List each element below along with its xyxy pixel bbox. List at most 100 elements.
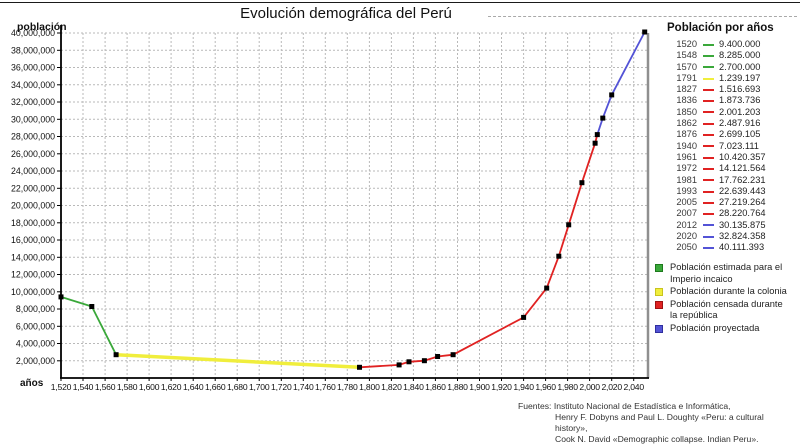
- svg-text:1,740: 1,740: [293, 382, 314, 392]
- source-line: Cook N. David «Demographic collapse. Ind…: [555, 434, 759, 444]
- legend-item: Población estimada para el Imperio incai…: [653, 262, 795, 285]
- svg-text:16,000,000: 16,000,000: [11, 235, 55, 245]
- row-value: 2.699.105: [719, 129, 761, 140]
- svg-text:1,800: 1,800: [359, 382, 380, 392]
- row-color-dash-icon: [703, 88, 714, 91]
- svg-text:1,840: 1,840: [403, 382, 424, 392]
- row-year: 1850: [676, 106, 697, 117]
- legend-swatch-icon: [655, 288, 663, 297]
- svg-text:1,720: 1,720: [271, 382, 292, 392]
- row-value: 2.001.203: [719, 106, 761, 117]
- svg-text:2,000,000: 2,000,000: [16, 356, 55, 366]
- table-row: 2020 32.824.358: [669, 231, 798, 242]
- row-color-dash-icon: [703, 224, 714, 227]
- row-year: 1570: [676, 61, 697, 72]
- row-color-dash-icon: [703, 167, 714, 170]
- table-row: 1876 2.699.105: [669, 129, 798, 140]
- row-value: 30.135.875: [719, 219, 766, 230]
- row-color-dash-icon: [703, 235, 714, 238]
- svg-text:1,560: 1,560: [95, 382, 116, 392]
- svg-text:26,000,000: 26,000,000: [11, 149, 55, 159]
- legend-label: Población estimada para el Imperio incai…: [670, 262, 783, 284]
- legend-label: Población proyectada: [670, 322, 760, 333]
- svg-text:22,000,000: 22,000,000: [11, 183, 55, 193]
- row-value: 8.285.000: [719, 50, 761, 61]
- row-value: 10.420.357: [719, 151, 766, 162]
- row-color-dash-icon: [703, 134, 714, 137]
- row-value: 2.700.000: [719, 61, 761, 72]
- svg-text:1,620: 1,620: [161, 382, 182, 392]
- svg-text:38,000,000: 38,000,000: [11, 45, 55, 55]
- table-row: 2050 40.111.393: [669, 242, 798, 253]
- svg-text:1,520: 1,520: [51, 382, 72, 392]
- legend-item: Población censada durante la república: [653, 299, 795, 322]
- table-rows: 1520 9.400.000 1548 8.285.000 1570 2.700.000 1…: [653, 39, 798, 254]
- source-line: Fuentes: Instituto Nacional de Estadísti…: [518, 401, 731, 411]
- svg-text:10,000,000: 10,000,000: [11, 287, 55, 297]
- chart-title: Evolución demográfica del Perú: [240, 5, 452, 22]
- svg-text:1,760: 1,760: [315, 382, 336, 392]
- population-by-year-table: Población por años 1520 9.400.000 1548 8.28…: [653, 20, 798, 254]
- table-header: Población por años: [667, 22, 774, 34]
- table-row: 1836 1.873.736: [669, 95, 798, 106]
- svg-text:40,000,000: 40,000,000: [11, 28, 55, 38]
- row-color-dash-icon: [703, 111, 714, 114]
- row-color-dash-icon: [703, 179, 714, 182]
- table-row: 1791 1.239.197: [669, 73, 798, 84]
- row-color-dash-icon: [703, 201, 714, 204]
- population-line-chart: 2,000,000 4,000,000 6,000,000 8,000,000 10,0…: [11, 25, 650, 392]
- table-row: 1981 17.762.231: [669, 175, 798, 186]
- svg-text:1,940: 1,940: [513, 382, 534, 392]
- chart-legend: Población estimada para el Imperio incai…: [653, 262, 795, 336]
- svg-text:30,000,000: 30,000,000: [11, 114, 55, 124]
- row-value: 1.873.736: [719, 95, 761, 106]
- legend-label: Población durante la colonia: [670, 286, 787, 297]
- row-year: 1940: [676, 140, 697, 151]
- svg-text:1,600: 1,600: [139, 382, 160, 392]
- row-year: 2012: [676, 219, 697, 230]
- row-value: 7.023.111: [719, 140, 759, 151]
- row-value: 28.220.764: [719, 208, 766, 219]
- svg-text:1,820: 1,820: [381, 382, 402, 392]
- svg-text:28,000,000: 28,000,000: [11, 132, 55, 142]
- svg-text:32,000,000: 32,000,000: [11, 97, 55, 107]
- row-value: 14.121.564: [719, 163, 766, 174]
- row-year: 1791: [676, 72, 697, 83]
- svg-text:2,000: 2,000: [579, 382, 600, 392]
- y-axis-title: población: [17, 21, 67, 33]
- row-year: 1981: [676, 174, 697, 185]
- row-color-dash-icon: [703, 54, 714, 57]
- row-value: 22.639.443: [719, 185, 766, 196]
- svg-text:14,000,000: 14,000,000: [11, 252, 55, 262]
- row-color-dash-icon: [703, 246, 714, 249]
- row-year: 1972: [676, 163, 697, 174]
- table-row: 2005 27.219.264: [669, 197, 798, 208]
- row-color-dash-icon: [703, 77, 714, 80]
- svg-text:1,780: 1,780: [337, 382, 358, 392]
- svg-text:1,860: 1,860: [425, 382, 446, 392]
- row-color-dash-icon: [703, 156, 714, 159]
- source-line: Henry F. Dobyns and Paul L. Doughty «Per…: [555, 412, 764, 433]
- row-color-dash-icon: [703, 100, 714, 103]
- row-value: 17.762.231: [719, 174, 766, 185]
- svg-text:8,000,000: 8,000,000: [16, 304, 55, 314]
- svg-text:4,000,000: 4,000,000: [16, 339, 55, 349]
- row-year: 1961: [676, 151, 697, 162]
- svg-text:1,700: 1,700: [249, 382, 270, 392]
- legend-swatch-icon: [655, 264, 663, 272]
- svg-text:1,900: 1,900: [469, 382, 490, 392]
- table-row: 1940 7.023.111: [669, 141, 798, 152]
- table-row: 1520 9.400.000: [669, 39, 798, 50]
- svg-text:1,920: 1,920: [491, 382, 512, 392]
- row-year: 1548: [676, 50, 697, 61]
- svg-text:24,000,000: 24,000,000: [11, 166, 55, 176]
- legend-swatch-icon: [655, 300, 663, 309]
- row-value: 32.824.358: [719, 231, 766, 242]
- svg-text:36,000,000: 36,000,000: [11, 63, 55, 73]
- svg-text:2,020: 2,020: [601, 382, 622, 392]
- row-year: 1862: [676, 118, 697, 129]
- row-year: 2050: [676, 242, 697, 253]
- row-year: 1993: [676, 185, 697, 196]
- row-color-dash-icon: [703, 213, 714, 216]
- svg-text:20,000,000: 20,000,000: [11, 201, 55, 211]
